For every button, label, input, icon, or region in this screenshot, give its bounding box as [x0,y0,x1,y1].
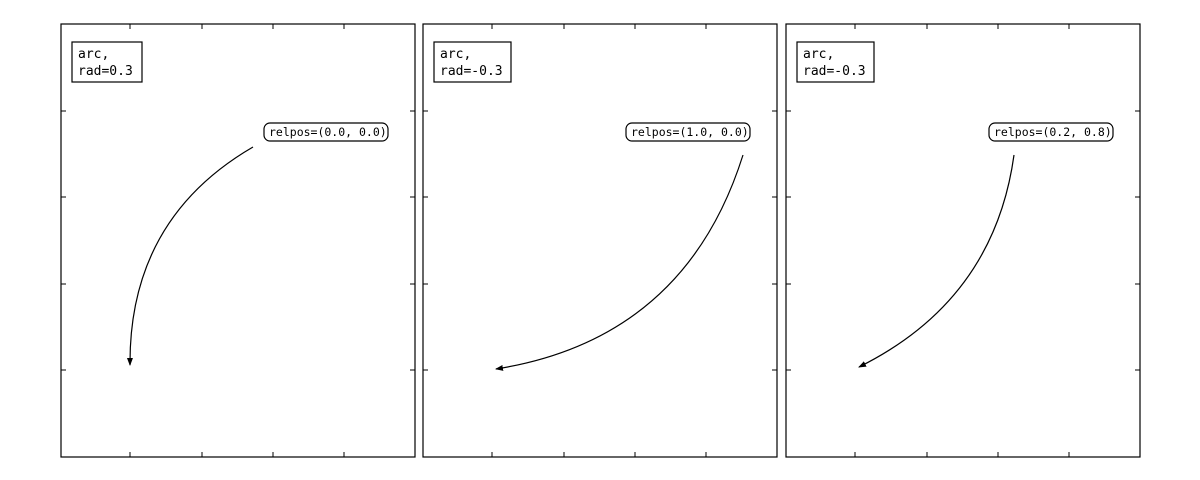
annotation-label: relpos=(0.0, 0.0) [263,122,389,142]
x-ticks [854,24,1070,457]
annotation-label: relpos=(0.2, 0.8) [988,122,1114,142]
x-ticks [491,24,707,457]
y-ticks [423,110,777,371]
panel-3: arc, rad=-0.3 relpos=(0.2, 0.8) [785,23,1141,458]
annotation-text: relpos=(0.2, 0.8) [994,125,1112,139]
mode-line-1: arc, [803,47,834,62]
panel-1: arc, rad=0.3 relpos=(0.0, 0.0) [60,23,416,458]
connection-mode-box: arc, rad=-0.3 [796,41,875,83]
y-ticks [786,110,1140,371]
mode-line-1: arc, [78,47,109,62]
x-ticks [129,24,345,457]
connection-mode-box: arc, rad=0.3 [71,41,143,83]
mode-line-2: rad=-0.3 [440,64,503,79]
arc-arrow [126,146,254,366]
connection-mode-box: arc, rad=-0.3 [433,41,512,83]
y-ticks [61,110,415,371]
mode-line-2: rad=-0.3 [803,64,866,79]
annotation-text: relpos=(1.0, 0.0) [631,125,749,139]
mode-line-1: arc, [440,47,471,62]
panel-2: arc, rad=-0.3 relpos=(1.0, 0.0) [422,23,778,458]
panel-frame [60,23,416,458]
mode-line-2: rad=0.3 [78,64,133,79]
panel-frame [785,23,1141,458]
arc-arrow [858,154,1015,368]
panel-frame [422,23,778,458]
arc-arrow [495,154,744,371]
annotation-label: relpos=(1.0, 0.0) [625,122,751,142]
annotation-text: relpos=(0.0, 0.0) [269,125,387,139]
